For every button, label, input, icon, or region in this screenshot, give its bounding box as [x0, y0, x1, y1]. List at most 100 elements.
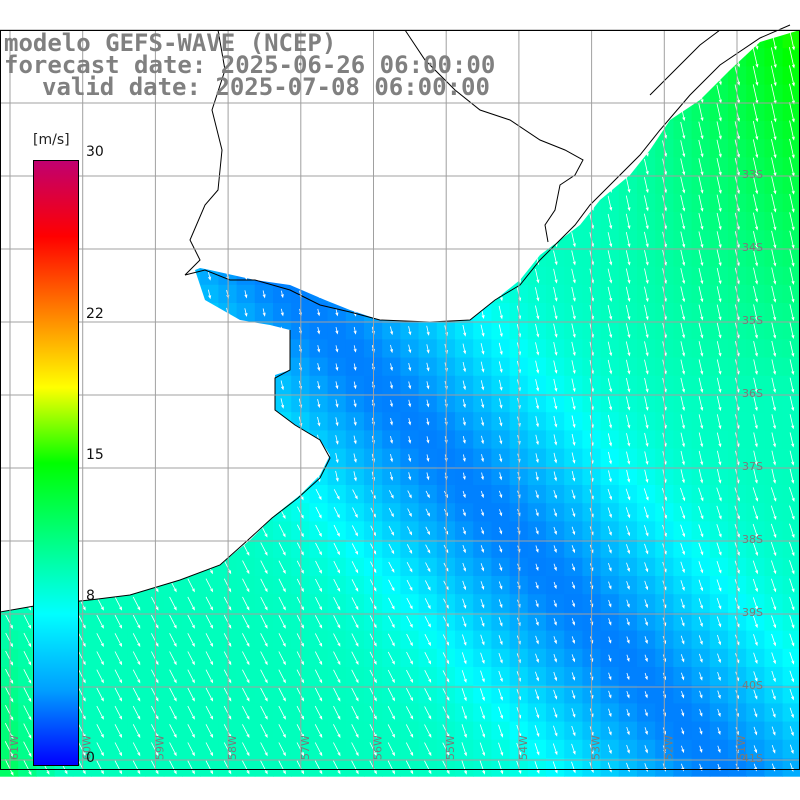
- wind-arrow: [333, 597, 341, 611]
- wind-arrow: [461, 706, 467, 720]
- wind-arrow: [4, 741, 14, 758]
- wind-arrow: [498, 706, 503, 720]
- wind-arrow: [244, 290, 248, 299]
- wind-arrow: [771, 414, 776, 430]
- model-title: modelo GEFS-WAVE (NCEP): [4, 29, 337, 57]
- wind-arrow: [680, 450, 685, 466]
- wind-arrow: [260, 596, 268, 611]
- wind-arrow: [351, 687, 359, 702]
- wind-arrow: [752, 505, 759, 520]
- wind-arrow: [351, 615, 359, 629]
- wind-arrow: [771, 212, 777, 231]
- wind-arrow: [96, 724, 104, 738]
- wind-arrow: [78, 669, 86, 684]
- wind-arrow: [771, 267, 777, 285]
- wind-cell: [782, 357, 800, 377]
- wind-arrow: [771, 396, 776, 412]
- wind-arrow: [626, 636, 630, 644]
- wind-arrow: [626, 433, 631, 447]
- wind-arrow: [424, 580, 431, 591]
- wind-arrow: [625, 341, 631, 357]
- wind-arrow: [753, 267, 758, 285]
- wind-arrow: [317, 381, 321, 390]
- wind-arrow: [317, 308, 321, 317]
- wind-arrow: [333, 705, 341, 720]
- wind-arrow: [535, 545, 539, 553]
- wind-arrow: [260, 687, 268, 702]
- wind-arrow: [78, 687, 86, 702]
- wind-arrow: [351, 669, 359, 684]
- wind-arrow: [387, 760, 395, 775]
- wind-arrow: [553, 471, 557, 482]
- wind-arrow: [699, 672, 703, 681]
- wind-arrow: [753, 286, 758, 303]
- wind-arrow: [480, 652, 485, 665]
- wind-arrow: [698, 396, 704, 411]
- wind-arrow: [315, 596, 323, 611]
- wind-arrow: [535, 671, 539, 682]
- wind-arrow: [425, 490, 430, 499]
- wind-arrow: [771, 304, 777, 321]
- wind-cell: [782, 375, 800, 395]
- wind-arrow: [716, 359, 722, 375]
- wind-arrow: [571, 433, 576, 447]
- wind-arrow: [680, 158, 686, 176]
- wind-arrow: [335, 435, 339, 445]
- wind-arrow: [625, 268, 631, 284]
- wind-arrow: [535, 342, 540, 356]
- wind-arrow: [278, 651, 286, 666]
- wind-arrow: [771, 139, 777, 159]
- wind-arrow: [426, 454, 430, 463]
- wind-arrow: [96, 669, 104, 684]
- latitude-label: 35S: [742, 314, 763, 327]
- coastline: [0, 24, 791, 613]
- wind-arrow: [223, 724, 232, 738]
- wind-cell: [782, 102, 800, 122]
- wind-arrow: [387, 742, 395, 757]
- wind-arrow: [388, 597, 395, 610]
- wind-arrow: [698, 268, 704, 285]
- wind-arrow: [387, 651, 395, 665]
- wind-arrow: [553, 689, 558, 700]
- wind-arrow: [425, 562, 431, 573]
- wind-arrow: [535, 563, 539, 571]
- wind-arrow: [571, 545, 576, 554]
- wind-arrow: [242, 705, 250, 720]
- wind-arrow: [151, 742, 159, 757]
- wind-arrow: [205, 687, 214, 702]
- wind-arrow: [699, 745, 703, 753]
- wind-arrow: [314, 705, 323, 720]
- wind-arrow: [716, 158, 722, 176]
- wind-arrow: [462, 324, 467, 337]
- wind-arrow: [698, 505, 704, 520]
- wind-arrow: [114, 742, 123, 757]
- wind-arrow: [78, 651, 86, 666]
- wind-arrow: [753, 615, 758, 629]
- wind-arrow: [335, 381, 339, 390]
- wind-arrow: [716, 487, 722, 502]
- longitude-labels: 61W60W59W58W57W56W55W54W53W52W51W50W: [8, 735, 748, 760]
- wind-arrow: [680, 414, 685, 430]
- wind-arrow: [499, 379, 503, 391]
- wind-arrow: [753, 432, 758, 448]
- wind-arrow: [771, 744, 776, 754]
- wind-arrow: [789, 707, 794, 719]
- wind-arrow: [644, 580, 649, 591]
- wind-arrow: [571, 452, 576, 464]
- wind-arrow: [644, 213, 649, 230]
- wind-arrow: [353, 345, 357, 353]
- wind-arrow: [352, 489, 358, 500]
- wind-arrow: [278, 705, 286, 720]
- wind-arrow: [315, 560, 322, 574]
- wind-arrow: [789, 596, 795, 611]
- wind-arrow: [278, 578, 286, 593]
- wind-arrow: [389, 399, 393, 408]
- wind-arrow: [480, 634, 485, 646]
- wind-arrow: [716, 542, 722, 556]
- wind-arrow: [169, 596, 177, 611]
- wind-cell: [782, 648, 800, 668]
- wind-arrow: [553, 618, 557, 626]
- wind-arrow: [644, 672, 648, 681]
- wind-arrow: [680, 487, 686, 502]
